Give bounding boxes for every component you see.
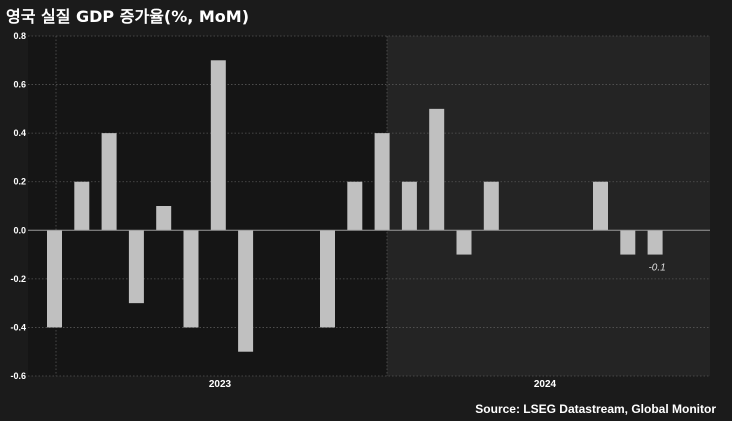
bar-2023-03 bbox=[101, 133, 117, 231]
bar-2024-09 bbox=[593, 181, 608, 231]
bar-2023-07 bbox=[210, 60, 226, 231]
y-tick-label: 0.4 bbox=[13, 128, 26, 138]
y-tick-label: 0.8 bbox=[13, 31, 26, 41]
data-labels: -0.1 bbox=[648, 263, 665, 274]
bar-2023-05 bbox=[156, 206, 172, 231]
bar-2023-11 bbox=[320, 230, 335, 328]
bar-2024-02 bbox=[401, 181, 417, 231]
bar-2023-02 bbox=[74, 181, 90, 231]
bar-2024-01 bbox=[374, 133, 390, 231]
bars bbox=[47, 60, 663, 352]
y-axis: -0.6 -0.4 -0.2 0.0 0.2 0.4 0.6 0.8 bbox=[10, 31, 26, 381]
y-tick-label: 0.6 bbox=[13, 80, 26, 90]
bar-2024-11 bbox=[647, 230, 663, 255]
bar-2024-10 bbox=[620, 230, 636, 255]
bar-2023-06 bbox=[183, 230, 199, 328]
x-year-label: 2023 bbox=[209, 379, 232, 390]
x-axis: 2023 2024 bbox=[209, 379, 557, 390]
chart-title: 영국 실질 GDP 증가율(%, MoM) bbox=[6, 7, 250, 26]
bar-2024-04 bbox=[456, 230, 472, 255]
y-tick-label: 0.2 bbox=[13, 177, 26, 187]
bar-2023-12 bbox=[347, 181, 363, 231]
y-tick-label: -0.2 bbox=[10, 274, 26, 284]
source-note: Source: LSEG Datastream, Global Monitor bbox=[475, 402, 716, 416]
data-label: -0.1 bbox=[648, 263, 665, 274]
x-year-label: 2024 bbox=[534, 379, 557, 390]
bar-2023-08 bbox=[238, 230, 254, 352]
y-tick-label: 0.0 bbox=[13, 225, 26, 235]
bar-2024-05 bbox=[483, 181, 499, 231]
y-tick-label: -0.4 bbox=[10, 322, 26, 332]
bar-2024-03 bbox=[429, 108, 445, 231]
y-tick-label: -0.6 bbox=[10, 371, 26, 381]
bar-2023-04 bbox=[128, 230, 144, 304]
bar-2023-01 bbox=[47, 230, 62, 328]
